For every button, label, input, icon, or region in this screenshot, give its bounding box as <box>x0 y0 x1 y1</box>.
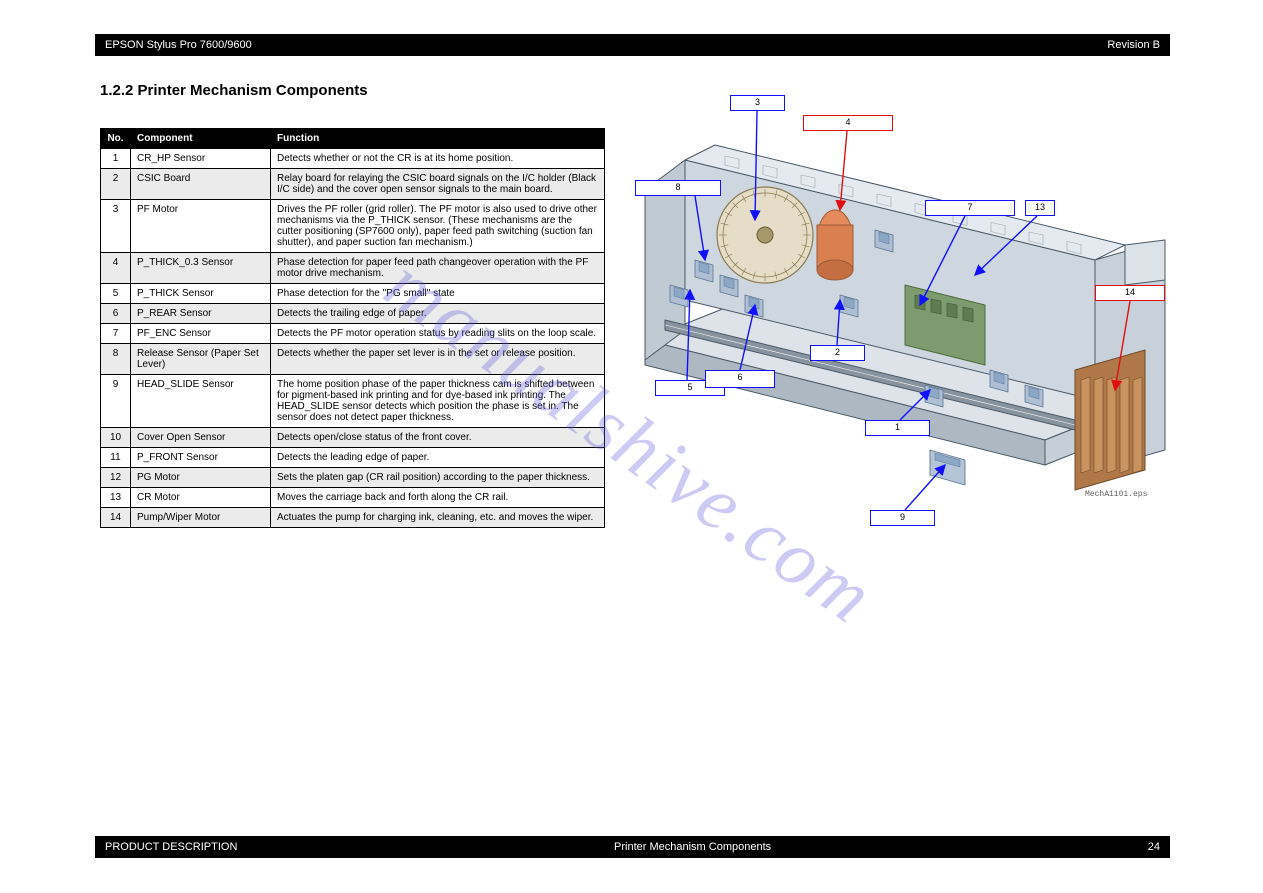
col-component: Component <box>131 129 271 149</box>
table-row: 7PF_ENC SensorDetects the PF motor opera… <box>101 324 605 344</box>
cell-component: P_FRONT Sensor <box>131 448 271 468</box>
table-row: 4P_THICK_0.3 SensorPhase detection for p… <box>101 253 605 284</box>
cell-no: 2 <box>101 169 131 200</box>
table-row: 14Pump/Wiper MotorActuates the pump for … <box>101 508 605 528</box>
cell-function: Detects the trailing edge of paper. <box>271 304 605 324</box>
cell-no: 3 <box>101 200 131 253</box>
cell-function: Drives the PF roller (grid roller). The … <box>271 200 605 253</box>
header-left: EPSON Stylus Pro 7600/9600 <box>105 39 252 51</box>
footer-center: Printer Mechanism Components <box>614 841 771 853</box>
cell-component: CR Motor <box>131 488 271 508</box>
cell-function: Phase detection for paper feed path chan… <box>271 253 605 284</box>
cell-component: P_REAR Sensor <box>131 304 271 324</box>
cell-component: PF_ENC Sensor <box>131 324 271 344</box>
parts-table: No. Component Function 1CR_HP SensorDete… <box>100 128 605 528</box>
cell-no: 10 <box>101 428 131 448</box>
callout-9: 9 <box>870 510 935 526</box>
cell-function: The home position phase of the paper thi… <box>271 375 605 428</box>
cell-function: Phase detection for the "PG small" state <box>271 284 605 304</box>
table-row: 3PF MotorDrives the PF roller (grid roll… <box>101 200 605 253</box>
cell-component: PF Motor <box>131 200 271 253</box>
table-row: 8Release Sensor (Paper Set Lever)Detects… <box>101 344 605 375</box>
cell-no: 13 <box>101 488 131 508</box>
footer-bar: PRODUCT DESCRIPTION Printer Mechanism Co… <box>95 836 1170 858</box>
footer-left: PRODUCT DESCRIPTION <box>105 841 237 853</box>
cell-function: Detects whether or not the CR is at its … <box>271 149 605 169</box>
table-row: 5P_THICK SensorPhase detection for the "… <box>101 284 605 304</box>
footer-right: 24 <box>1148 841 1160 853</box>
mechanism-illustration <box>625 70 1175 540</box>
table-body: 1CR_HP SensorDetects whether or not the … <box>101 149 605 528</box>
cell-function: Sets the platen gap (CR rail position) a… <box>271 468 605 488</box>
callout-2: 2 <box>810 345 865 361</box>
header-bar: EPSON Stylus Pro 7600/9600 Revision B <box>95 34 1170 56</box>
cell-no: 8 <box>101 344 131 375</box>
col-function: Function <box>271 129 605 149</box>
cell-component: Pump/Wiper Motor <box>131 508 271 528</box>
cell-function: Detects whether the paper set lever is i… <box>271 344 605 375</box>
callout-6: 6 <box>705 370 775 388</box>
cell-component: P_THICK_0.3 Sensor <box>131 253 271 284</box>
table-header-row: No. Component Function <box>101 129 605 149</box>
table-row: 11P_FRONT SensorDetects the leading edge… <box>101 448 605 468</box>
callout-14: 14 <box>1095 285 1165 301</box>
cell-component: HEAD_SLIDE Sensor <box>131 375 271 428</box>
cell-no: 9 <box>101 375 131 428</box>
callout-8: 8 <box>635 180 721 196</box>
callout-3: 3 <box>730 95 785 111</box>
cell-no: 5 <box>101 284 131 304</box>
callout-1: 1 <box>865 420 930 436</box>
table-row: 10Cover Open SensorDetects open/close st… <box>101 428 605 448</box>
table-row: 13CR MotorMoves the carriage back and fo… <box>101 488 605 508</box>
diagram: 3487145621913 MechA1101.eps <box>625 70 1175 540</box>
cell-function: Relay board for relaying the CSIC board … <box>271 169 605 200</box>
section-title: 1.2.2 Printer Mechanism Components <box>100 82 368 99</box>
cell-function: Detects open/close status of the front c… <box>271 428 605 448</box>
table-row: 9HEAD_SLIDE SensorThe home position phas… <box>101 375 605 428</box>
cell-function: Actuates the pump for charging ink, clea… <box>271 508 605 528</box>
cell-component: Release Sensor (Paper Set Lever) <box>131 344 271 375</box>
table-row: 2CSIC BoardRelay board for relaying the … <box>101 169 605 200</box>
cell-component: CSIC Board <box>131 169 271 200</box>
callout-4: 4 <box>803 115 893 131</box>
cell-no: 4 <box>101 253 131 284</box>
cell-no: 11 <box>101 448 131 468</box>
cell-function: Moves the carriage back and forth along … <box>271 488 605 508</box>
cell-no: 14 <box>101 508 131 528</box>
header-right: Revision B <box>1107 39 1160 51</box>
table-row: 1CR_HP SensorDetects whether or not the … <box>101 149 605 169</box>
cell-component: P_THICK Sensor <box>131 284 271 304</box>
cell-component: Cover Open Sensor <box>131 428 271 448</box>
col-no: No. <box>101 129 131 149</box>
callout-13: 13 <box>1025 200 1055 216</box>
table-row: 6P_REAR SensorDetects the trailing edge … <box>101 304 605 324</box>
cell-function: Detects the leading edge of paper. <box>271 448 605 468</box>
cell-no: 6 <box>101 304 131 324</box>
table-row: 12PG MotorSets the platen gap (CR rail p… <box>101 468 605 488</box>
callout-7: 7 <box>925 200 1015 216</box>
cell-no: 7 <box>101 324 131 344</box>
cell-component: CR_HP Sensor <box>131 149 271 169</box>
cell-component: PG Motor <box>131 468 271 488</box>
cell-no: 12 <box>101 468 131 488</box>
image-caption: MechA1101.eps <box>1085 490 1147 499</box>
cell-no: 1 <box>101 149 131 169</box>
cell-function: Detects the PF motor operation status by… <box>271 324 605 344</box>
